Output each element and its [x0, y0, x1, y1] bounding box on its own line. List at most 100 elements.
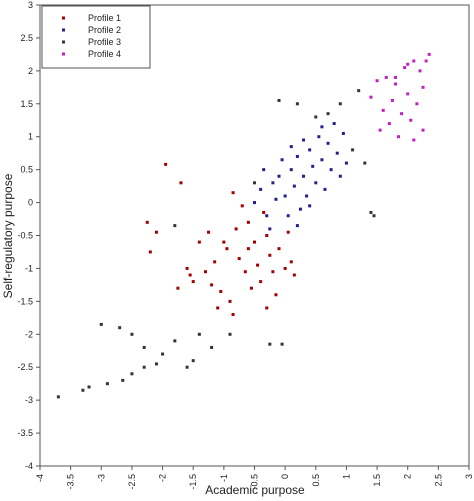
point	[344, 161, 348, 165]
point	[295, 154, 299, 158]
point	[393, 82, 397, 86]
point	[228, 332, 232, 336]
point	[164, 162, 168, 166]
point	[427, 52, 431, 56]
point	[234, 227, 238, 231]
point	[222, 240, 226, 244]
point	[259, 187, 263, 191]
point	[286, 230, 290, 234]
legend-label: Profile 4	[88, 49, 121, 59]
point	[302, 174, 306, 178]
point	[295, 102, 299, 106]
point	[87, 385, 91, 389]
point	[421, 85, 425, 89]
point	[424, 59, 428, 63]
point	[176, 286, 180, 290]
y-tick-label: 0	[28, 198, 33, 208]
point	[397, 135, 401, 139]
point	[179, 181, 183, 185]
point	[173, 224, 177, 228]
point	[185, 266, 189, 270]
point	[418, 69, 422, 73]
point	[185, 365, 189, 369]
point	[314, 115, 318, 119]
point	[320, 125, 324, 129]
legend-label: Profile 1	[88, 13, 121, 23]
point	[387, 122, 391, 126]
point	[99, 322, 103, 326]
point	[314, 181, 318, 185]
point	[207, 230, 211, 234]
legend-label: Profile 2	[88, 25, 121, 35]
point	[246, 220, 250, 224]
point	[145, 220, 149, 224]
x-tick-label: -1	[219, 474, 229, 482]
point	[246, 247, 250, 251]
point	[308, 204, 312, 208]
y-tick-label: 2	[28, 66, 33, 76]
point	[253, 201, 256, 205]
legend-marker	[62, 52, 65, 56]
point	[381, 108, 385, 112]
point	[421, 128, 425, 132]
point	[219, 289, 223, 293]
point	[191, 359, 195, 363]
point	[203, 270, 207, 274]
point	[409, 118, 413, 122]
x-tick-label: -0.5	[250, 474, 260, 490]
plot-frame	[39, 4, 470, 467]
point	[268, 342, 272, 346]
point	[231, 313, 235, 317]
point	[154, 230, 158, 234]
point	[412, 138, 416, 142]
x-tick-label: 0	[280, 474, 290, 479]
y-axis-label: Self-regulatory purpose	[1, 173, 15, 298]
point	[274, 293, 278, 297]
point	[243, 270, 247, 274]
point	[357, 89, 361, 93]
point	[197, 332, 201, 336]
point	[161, 352, 165, 356]
x-tick-label: -4	[35, 474, 45, 482]
point	[335, 151, 339, 155]
point	[213, 260, 217, 264]
point	[277, 247, 281, 251]
x-tick-label: 1.5	[372, 474, 382, 487]
point	[320, 158, 324, 162]
point	[280, 158, 284, 162]
point	[326, 112, 330, 116]
point	[256, 263, 260, 267]
point	[283, 266, 287, 270]
point	[262, 210, 266, 214]
point	[105, 382, 109, 386]
x-axis-label: Academic purpose	[205, 483, 305, 497]
point	[240, 204, 244, 208]
point	[154, 362, 158, 366]
point	[142, 345, 146, 349]
y-tick-label: 0.5	[20, 165, 33, 175]
point	[326, 141, 330, 145]
x-tick-label: 2	[403, 474, 413, 479]
point	[191, 280, 195, 284]
point	[271, 270, 275, 274]
point	[338, 102, 342, 106]
point	[225, 247, 229, 251]
point	[231, 191, 235, 195]
point	[369, 210, 373, 214]
point	[216, 306, 220, 310]
point	[406, 92, 410, 96]
point	[286, 214, 290, 218]
point	[329, 168, 333, 172]
point	[406, 62, 410, 66]
y-tick-label: -2.5	[17, 362, 33, 372]
point	[142, 365, 146, 369]
point	[268, 227, 272, 231]
point	[289, 260, 293, 264]
point	[298, 207, 302, 211]
y-tick-label: -4	[25, 461, 33, 471]
y-tick-label: -3.5	[17, 428, 33, 438]
point	[415, 102, 419, 106]
legend-marker	[62, 40, 65, 44]
point	[403, 66, 407, 70]
